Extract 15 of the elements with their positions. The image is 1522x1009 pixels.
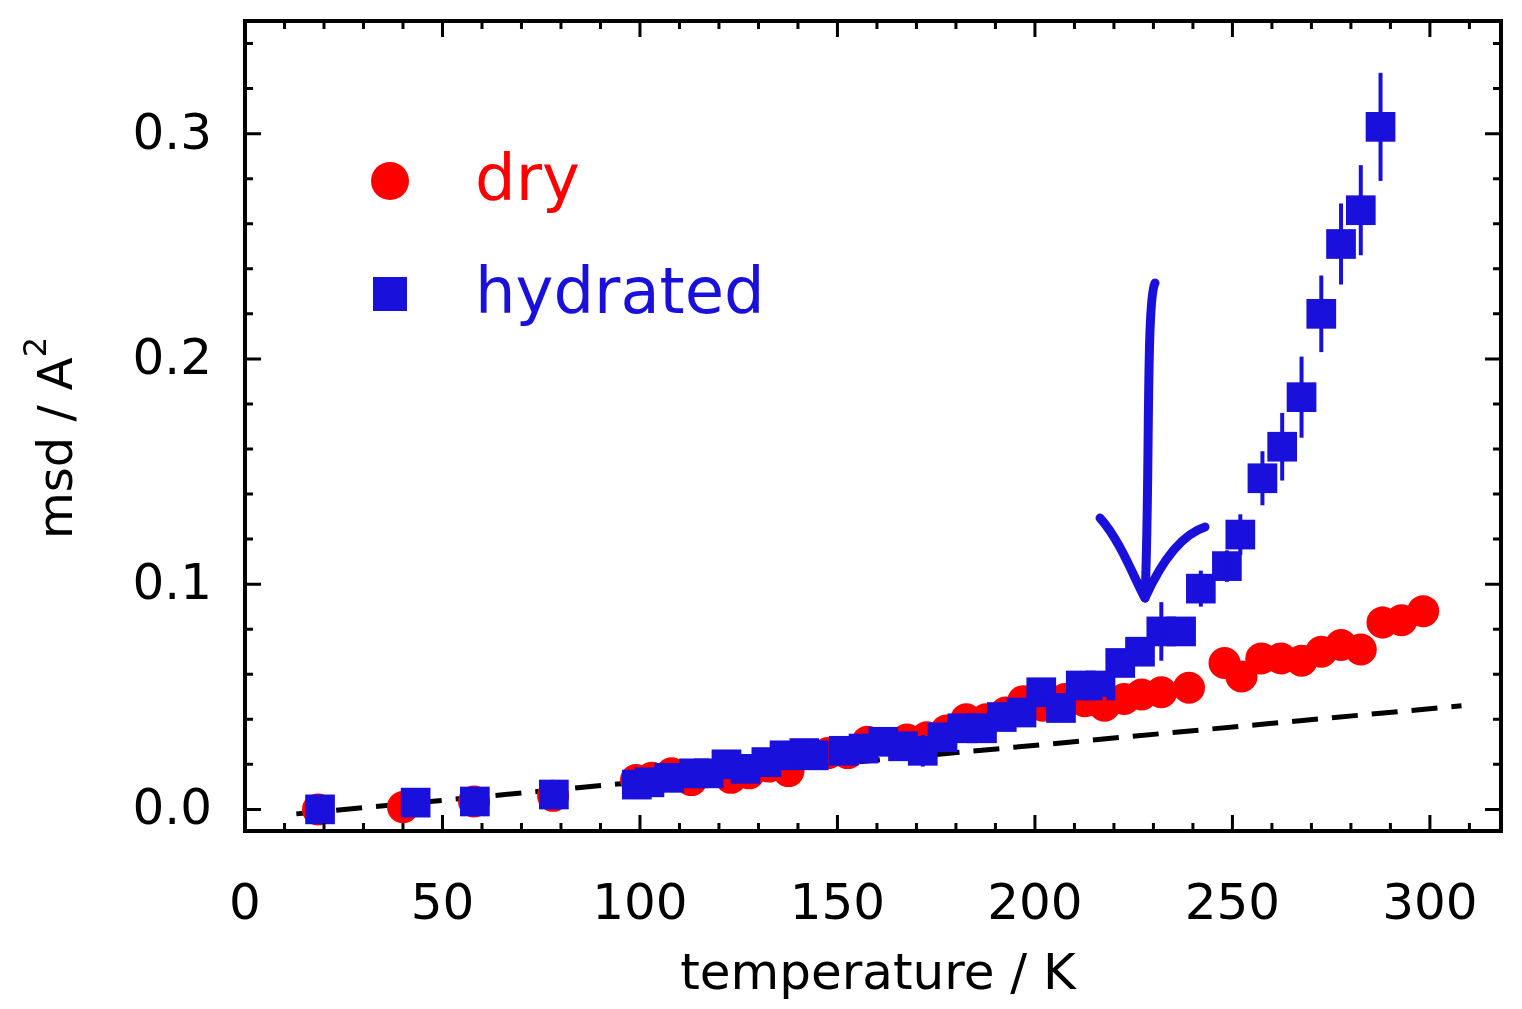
x-tick-label: 150 (789, 872, 886, 931)
y-tick-label: 0.1 (132, 553, 212, 612)
y-tick-label: 0.0 (132, 778, 212, 837)
x-tick-label: 50 (410, 872, 475, 931)
legend-label: hydrated (475, 253, 765, 328)
x-tick-label: 200 (987, 872, 1083, 931)
y-tick-label: 0.3 (132, 102, 212, 161)
x-axis-title: temperature / K (680, 942, 1078, 1001)
x-tick-label: 300 (1382, 872, 1478, 931)
y-tick-label: 0.2 (132, 327, 212, 386)
x-tick-label: 100 (592, 872, 688, 931)
x-tick-label: 0 (229, 872, 261, 931)
legend-label: dry (475, 140, 580, 215)
y-axis-title: msd / A2 (16, 336, 83, 540)
x-tick-label: 250 (1184, 872, 1281, 931)
